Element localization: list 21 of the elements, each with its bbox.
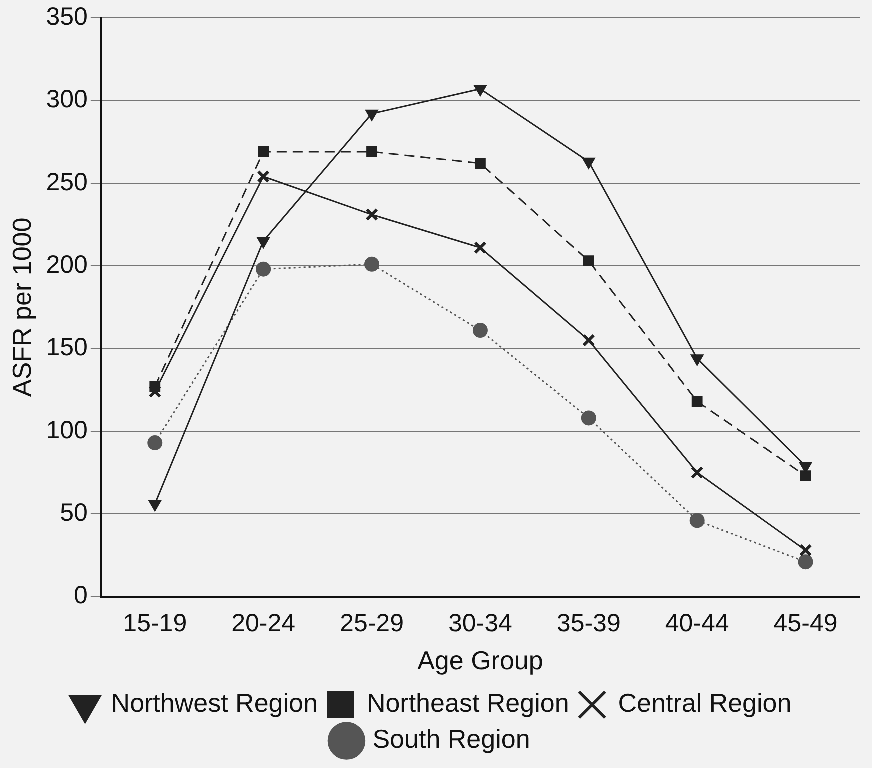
x-tick-label: 30-34	[448, 610, 513, 638]
x-tick-label: 20-24	[232, 610, 296, 638]
legend-label: Northwest Region	[111, 688, 318, 718]
y-tick-label: 350	[46, 2, 88, 31]
x-tick-label: 40-44	[665, 610, 730, 638]
y-tick-label: 50	[60, 499, 88, 528]
x-tick-label: 25-29	[340, 610, 404, 638]
y-tick-label: 150	[46, 334, 88, 362]
y-tick-label: 300	[46, 86, 88, 114]
y-tick-label: 0	[74, 582, 88, 610]
x-tick-label: 45-49	[774, 610, 838, 638]
y-axis-title: ASFR per 1000	[6, 218, 37, 398]
y-tick-label: 100	[46, 416, 88, 444]
x-axis-title: Age Group	[418, 646, 544, 676]
legend-label: Central Region	[618, 688, 792, 718]
y-tick-label: 200	[46, 250, 88, 279]
legend-label: Northeast Region	[366, 688, 570, 718]
legend-label: South Region	[372, 724, 530, 754]
x-tick-label: 15-19	[123, 610, 188, 638]
y-tick-label: 250	[46, 168, 88, 196]
x-tick-label: 35-39	[556, 610, 621, 638]
